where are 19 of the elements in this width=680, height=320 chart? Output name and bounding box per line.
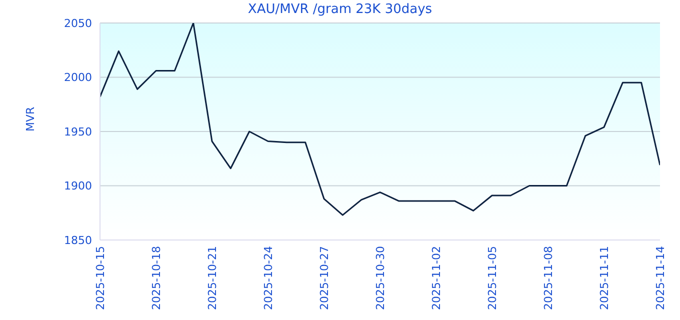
x-tick-label: 2025-10-24 (262, 246, 275, 310)
x-tick-label: 2025-10-30 (374, 246, 387, 310)
y-tick-label: 2000 (64, 71, 92, 84)
chart-title: XAU/MVR /gram 23K 30days (246, 2, 434, 17)
y-tick-label: 1900 (64, 180, 92, 193)
x-tick-label: 2025-11-14 (654, 246, 667, 310)
x-tick-label: 2025-11-08 (542, 246, 555, 310)
x-tick-label: 2025-10-27 (318, 246, 331, 310)
x-tick-label: 2025-11-05 (486, 246, 499, 310)
x-tick-label: 2025-10-15 (94, 246, 107, 310)
x-tick-label: 2025-10-18 (150, 246, 163, 310)
line-series (100, 23, 660, 216)
y-tick-label: 1950 (64, 125, 92, 138)
y-tick-label: 1850 (64, 234, 92, 247)
x-tick-label: 2025-11-02 (430, 246, 443, 310)
y-tick-label: 2050 (64, 16, 92, 30)
x-tick-label: 2025-11-11 (598, 246, 611, 310)
x-tick-label: 2025-10-21 (206, 246, 219, 310)
y-axis-title: MVR (24, 106, 37, 132)
